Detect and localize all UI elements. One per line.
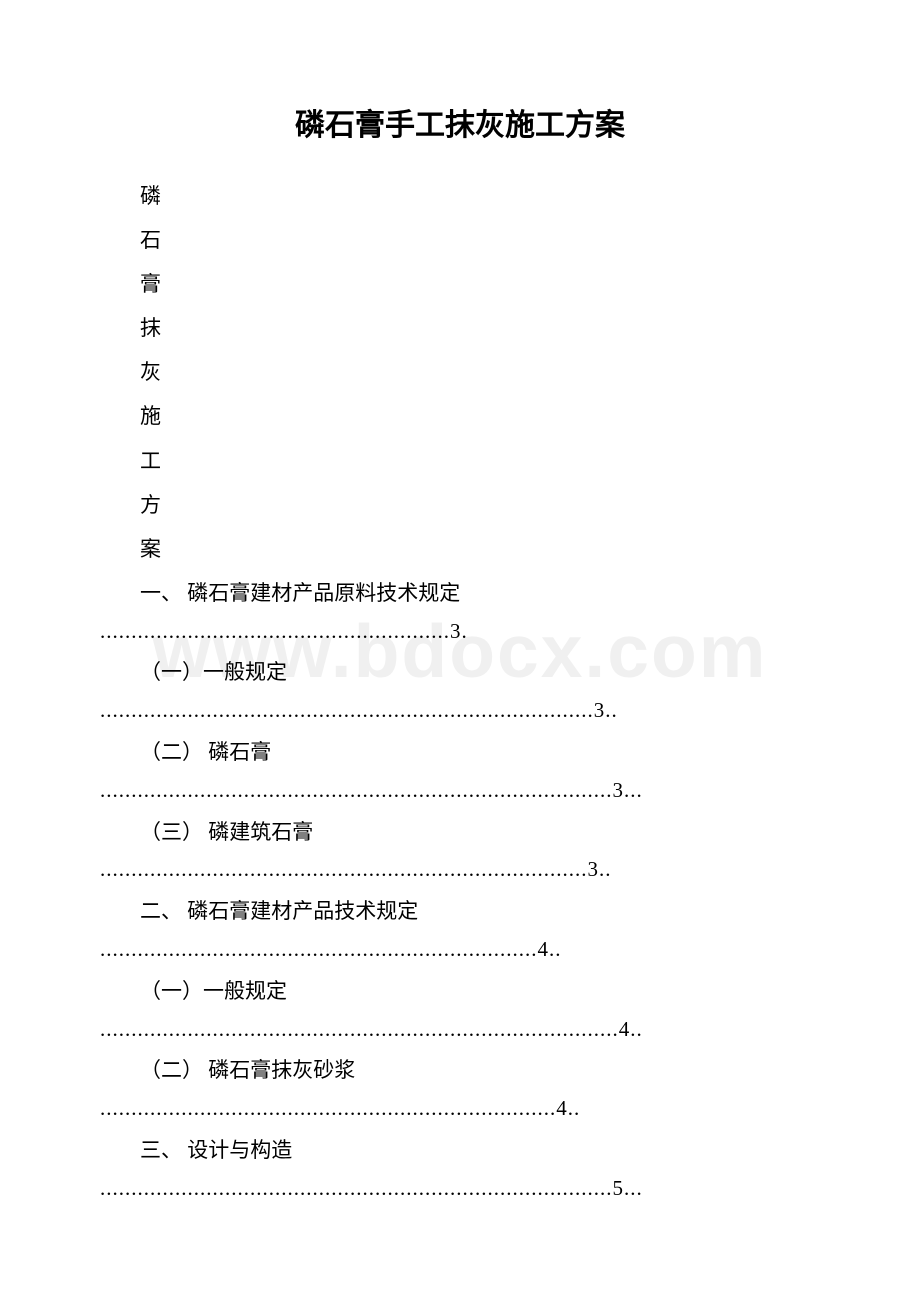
vertical-char: 施 — [140, 394, 820, 438]
toc-label: 二、 磷石膏建材产品技术规定 — [140, 893, 820, 931]
toc-dots: ........................................… — [100, 1170, 820, 1208]
toc-dots: ........................................… — [100, 613, 820, 651]
document-content: 磷石膏手工抹灰施工方案 磷 石 膏 抹 灰 施 工 方 案 一、 磷石膏建材产品… — [0, 0, 920, 1252]
toc-entry: （三） 磷建筑石膏 ..............................… — [100, 814, 820, 890]
vertical-char: 方 — [140, 483, 820, 527]
toc-entry: 三、 设计与构造 ...............................… — [100, 1132, 820, 1208]
toc-entry: （一）一般规定 ................................… — [100, 973, 820, 1049]
toc-label: 三、 设计与构造 — [140, 1132, 820, 1170]
vertical-char: 灰 — [140, 350, 820, 394]
toc-label: （一）一般规定 — [140, 973, 820, 1011]
toc-label: 一、 磷石膏建材产品原料技术规定 — [140, 575, 820, 613]
vertical-char: 石 — [140, 218, 820, 262]
document-title: 磷石膏手工抹灰施工方案 — [100, 100, 820, 144]
table-of-contents: 一、 磷石膏建材产品原料技术规定 .......................… — [100, 575, 820, 1208]
toc-dots: ........................................… — [100, 692, 820, 730]
toc-label: （二） 磷石膏 — [140, 734, 820, 772]
toc-entry: 二、 磷石膏建材产品技术规定 .........................… — [100, 893, 820, 969]
vertical-char: 抹 — [140, 306, 820, 350]
toc-dots: ........................................… — [100, 1011, 820, 1049]
toc-dots: ........................................… — [100, 851, 820, 889]
vertical-char: 案 — [140, 527, 820, 571]
toc-entry: （一）一般规定 ................................… — [100, 654, 820, 730]
vertical-char: 膏 — [140, 262, 820, 306]
toc-label: （二） 磷石膏抹灰砂浆 — [140, 1052, 820, 1090]
toc-dots: ........................................… — [100, 1090, 820, 1128]
vertical-title: 磷 石 膏 抹 灰 施 工 方 案 — [140, 174, 820, 571]
toc-dots: ........................................… — [100, 772, 820, 810]
toc-entry: （二） 磷石膏 ................................… — [100, 734, 820, 810]
toc-label: （一）一般规定 — [140, 654, 820, 692]
vertical-char: 工 — [140, 439, 820, 483]
toc-dots: ........................................… — [100, 931, 820, 969]
toc-entry: （二） 磷石膏抹灰砂浆 ............................… — [100, 1052, 820, 1128]
toc-label: （三） 磷建筑石膏 — [140, 814, 820, 852]
vertical-char: 磷 — [140, 174, 820, 218]
toc-entry: 一、 磷石膏建材产品原料技术规定 .......................… — [100, 575, 820, 651]
